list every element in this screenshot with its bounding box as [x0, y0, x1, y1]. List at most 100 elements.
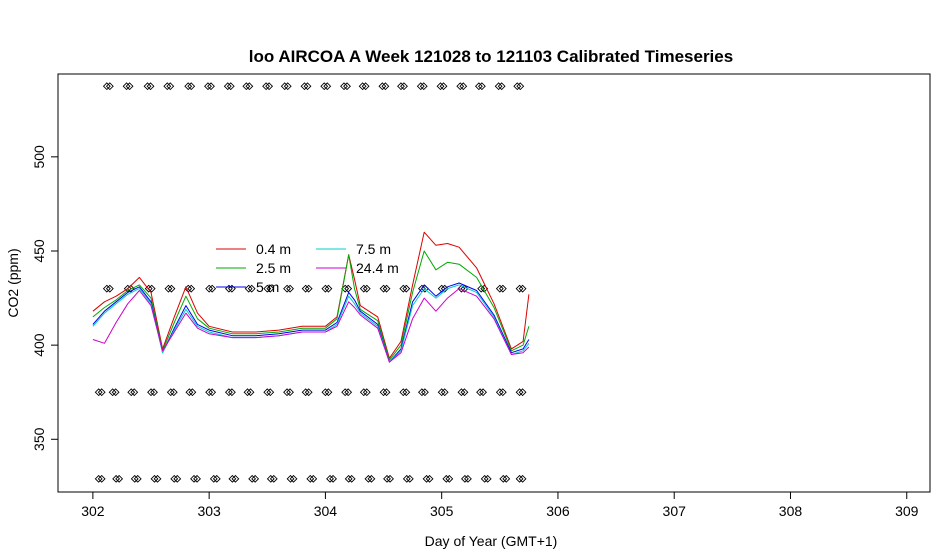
flag-marker — [143, 82, 152, 91]
flag-marker — [166, 388, 175, 397]
x-axis-label: Day of Year (GMT+1) — [425, 533, 558, 549]
flag-marker — [228, 474, 237, 483]
flag-marker — [283, 284, 291, 293]
flag-marker — [515, 474, 524, 483]
flag-marker — [445, 474, 454, 483]
flag-marker — [251, 474, 260, 483]
flag-marker — [283, 388, 291, 397]
flag-marker — [417, 388, 426, 397]
flag-marker — [246, 388, 255, 397]
flag-marker — [321, 284, 330, 293]
x-tick-label: 302 — [81, 503, 105, 519]
flag-marker — [227, 388, 236, 397]
y-tick-label: 400 — [31, 333, 47, 357]
flag-marker — [166, 82, 175, 91]
flag-marker — [341, 388, 350, 397]
flag-marker — [474, 82, 483, 91]
flag-marker — [320, 82, 329, 91]
flag-marker — [383, 474, 391, 483]
flag-marker — [323, 82, 332, 91]
flag-marker — [344, 474, 353, 483]
flag-marker — [477, 284, 486, 293]
flag-marker — [442, 474, 451, 483]
x-axis: 302 303 304 305 306 307 308 309 — [81, 492, 919, 519]
flag-marker — [367, 474, 376, 483]
flag-marker — [147, 284, 156, 293]
flag-marker — [105, 284, 114, 293]
flag-marker — [463, 474, 472, 483]
flag-marker — [515, 388, 524, 397]
x-tick-label: 303 — [197, 503, 221, 519]
flag-marker — [301, 388, 310, 397]
flag-marker — [289, 474, 298, 483]
flag-marker — [359, 388, 368, 397]
flag-marker — [402, 284, 411, 293]
flag-marker — [422, 474, 431, 483]
flag-marker — [460, 388, 469, 397]
flag-marker — [495, 284, 504, 293]
flag-marker — [242, 82, 251, 91]
flag-marker — [301, 284, 310, 293]
flag-marker — [205, 284, 214, 293]
flag-marker — [170, 474, 179, 483]
flag-marker — [324, 388, 333, 397]
flag-marker — [480, 474, 489, 483]
flag-marker — [436, 82, 445, 91]
flag-marker — [347, 474, 356, 483]
flag-marker — [386, 474, 394, 483]
flag-marker — [457, 388, 466, 397]
legend-label: 24.4 m — [356, 260, 399, 276]
flag-marker — [212, 474, 221, 483]
series-line — [92, 250, 530, 361]
series-lines — [92, 231, 530, 363]
flag-marker — [266, 284, 275, 293]
flag-marker — [209, 474, 218, 483]
y-tick-label: 500 — [31, 145, 47, 169]
flag-marker — [300, 82, 309, 91]
flag-marker — [304, 284, 313, 293]
flag-marker — [208, 284, 217, 293]
flag-marker — [425, 474, 434, 483]
flag-marker — [94, 474, 103, 483]
flag-marker — [476, 388, 484, 397]
flag-marker — [513, 82, 522, 91]
flag-marker — [266, 474, 275, 483]
flag-marker — [321, 388, 330, 397]
series-line — [92, 288, 530, 363]
flag-marker — [303, 82, 312, 91]
flag-marker — [457, 284, 466, 293]
x-tick-label: 306 — [546, 503, 570, 519]
flag-marker — [344, 284, 353, 293]
flag-marker — [518, 388, 527, 397]
flag-marker — [146, 82, 155, 91]
flag-marker — [440, 388, 449, 397]
flag-marker — [362, 284, 371, 293]
flag-marker — [97, 474, 106, 483]
flag-marker — [184, 82, 193, 91]
flag-marker — [283, 82, 292, 91]
flag-marker — [515, 284, 524, 293]
flag-marker — [188, 388, 197, 397]
flag-marker — [208, 388, 217, 397]
flag-marker — [153, 474, 162, 483]
flag-marker — [381, 82, 390, 91]
flag-marker — [382, 388, 391, 397]
flag-marker — [108, 388, 117, 397]
legend-label: 0.4 m — [256, 241, 291, 257]
legend-label: 5 m — [256, 279, 279, 295]
plot-frame — [57, 73, 931, 493]
flag-marker — [516, 82, 525, 91]
flag-marker — [419, 82, 428, 91]
flag-marker — [456, 82, 465, 91]
legend-label: 2.5 m — [256, 260, 291, 276]
y-axis: 350 400 450 500 — [31, 145, 58, 451]
flag-marker — [112, 474, 121, 483]
flag-marker — [262, 82, 271, 91]
flag-marker — [130, 388, 139, 397]
flag-marker — [364, 474, 373, 483]
flag-marker — [286, 284, 294, 293]
flag-marker — [187, 284, 196, 293]
flag-marker — [144, 284, 153, 293]
flag-marker — [479, 388, 487, 397]
flag-marker — [379, 388, 388, 397]
